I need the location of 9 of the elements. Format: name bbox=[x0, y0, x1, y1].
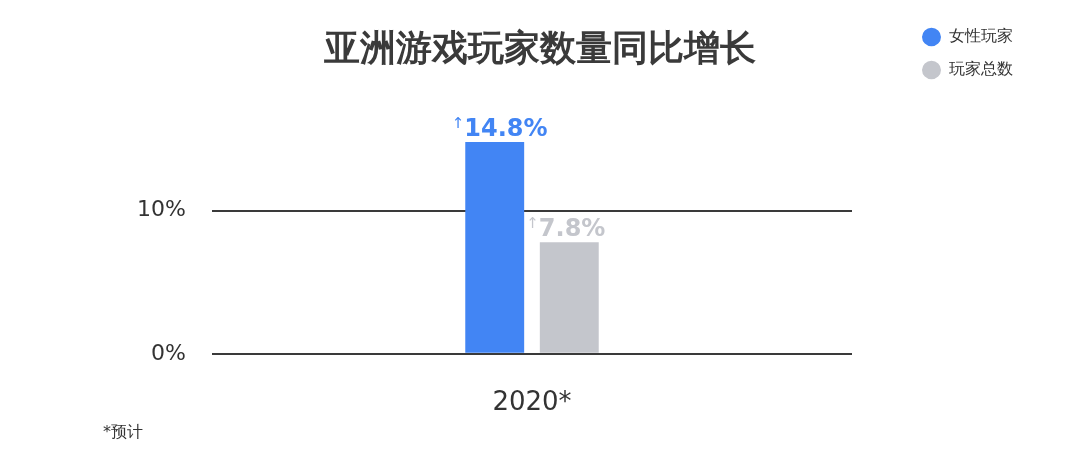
y-tick-label: 0% bbox=[151, 339, 186, 365]
x-tick-label: 2020* bbox=[492, 386, 572, 417]
text: *预计 bbox=[103, 422, 143, 442]
legend-label: 玩家总数 bbox=[949, 59, 1013, 79]
data-label: ↑7.8% bbox=[526, 214, 606, 243]
legend-label: 女性玩家 bbox=[949, 26, 1013, 46]
chart-title: 亚洲游戏玩家数量同比增长 bbox=[324, 27, 756, 68]
y-tick-label: 10% bbox=[137, 196, 186, 222]
data-label: ↑14.8% bbox=[451, 114, 548, 142]
